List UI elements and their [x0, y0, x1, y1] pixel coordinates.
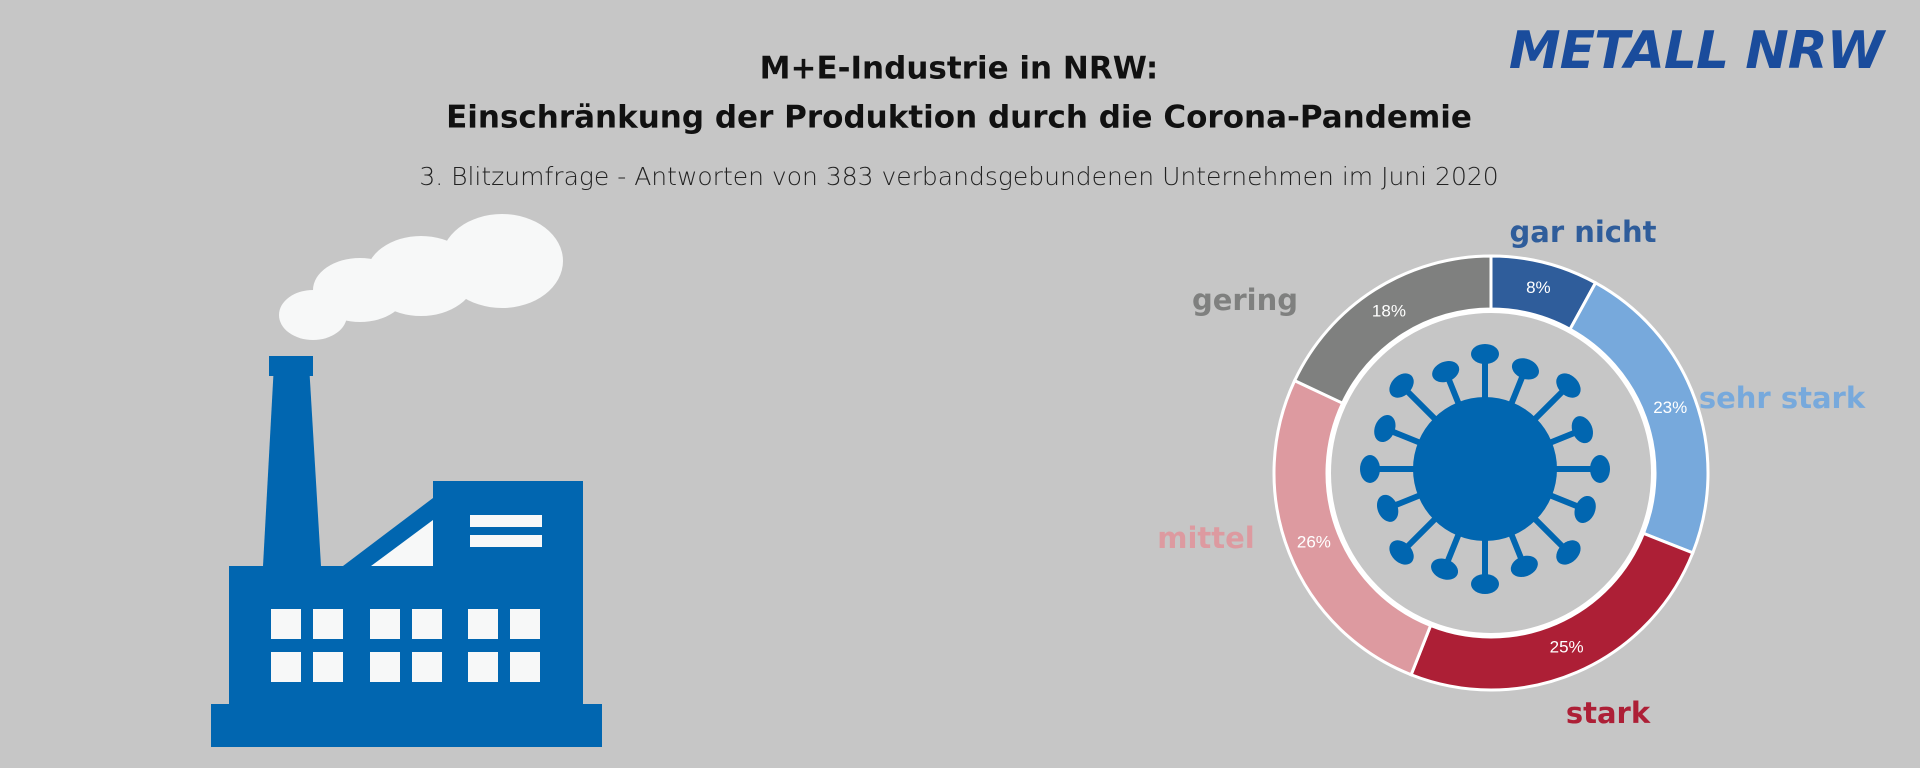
- value-label: 26%: [1297, 533, 1331, 552]
- virus-knob: [1510, 555, 1538, 578]
- virus-knob: [1511, 358, 1539, 380]
- logo: METALL NRW: [1509, 21, 1887, 81]
- virus-knob: [1471, 574, 1499, 594]
- virus-knob: [1571, 416, 1594, 444]
- chart-subtitle: 3. Blitzumfrage - Antworten von 383 verb…: [419, 162, 1498, 191]
- smoke: [279, 214, 563, 340]
- virus-knob: [1556, 373, 1581, 398]
- virus-knob: [1431, 558, 1459, 580]
- virus-knob: [1556, 540, 1581, 565]
- category-label: sehr stark: [1699, 381, 1866, 415]
- virus-knob: [1374, 415, 1396, 443]
- virus-knob: [1389, 373, 1414, 398]
- virus-knob: [1432, 360, 1460, 383]
- category-label: stark: [1566, 696, 1651, 730]
- value-label: 18%: [1372, 302, 1406, 321]
- chart-title: Einschränkung der Produktion durch die C…: [446, 100, 1472, 136]
- factory-windows: [271, 515, 542, 682]
- virus-knob: [1590, 455, 1610, 483]
- virus-knob: [1471, 344, 1499, 364]
- virus-knob: [1389, 540, 1414, 565]
- value-label: 8%: [1526, 278, 1551, 297]
- virus-icon: [1360, 344, 1610, 594]
- factory: [211, 356, 602, 747]
- category-label: gering: [1192, 283, 1298, 317]
- value-label: 23%: [1653, 398, 1687, 417]
- virus-knob: [1376, 494, 1399, 522]
- virus-body: [1413, 397, 1557, 541]
- virus-knob: [1360, 455, 1380, 483]
- donut-inner-ring: [1327, 309, 1655, 637]
- value-label: 25%: [1550, 637, 1584, 656]
- virus-knob: [1574, 495, 1596, 523]
- category-label: mittel: [1157, 521, 1255, 555]
- category-label: gar nicht: [1509, 215, 1656, 249]
- chart-title: M+E-Industrie in NRW:: [760, 51, 1159, 87]
